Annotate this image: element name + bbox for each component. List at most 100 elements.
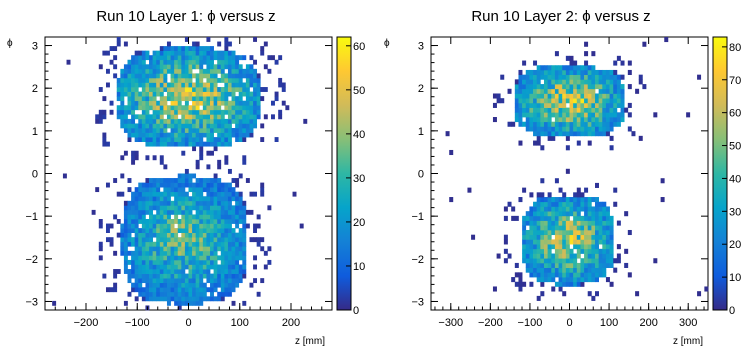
heatmap-cell xyxy=(192,91,197,97)
heatmap-cell xyxy=(587,140,592,146)
heatmap-cell xyxy=(697,291,702,297)
heatmap-cell xyxy=(235,109,240,115)
heatmap-cell xyxy=(181,64,186,70)
heatmap-cell xyxy=(627,229,632,236)
heatmap-cell xyxy=(206,219,211,224)
heatmap-cell xyxy=(231,59,236,65)
heatmap-cell xyxy=(138,273,143,279)
heatmap-cell xyxy=(184,200,189,206)
heatmap-cell xyxy=(123,118,128,124)
heatmap-cell xyxy=(558,79,563,85)
heatmap-cell xyxy=(584,69,589,76)
heatmap-cell xyxy=(138,264,143,270)
heatmap-cell xyxy=(543,201,548,207)
heatmap-cell xyxy=(558,126,563,132)
heatmap-cell xyxy=(134,155,139,161)
heatmap-cell xyxy=(127,187,132,193)
heatmap-cell xyxy=(210,223,214,229)
heatmap-cell xyxy=(514,117,519,123)
heatmap-cell xyxy=(591,112,596,118)
heatmap-cell xyxy=(547,211,552,217)
heatmap-cell xyxy=(145,50,150,56)
heatmap-cell xyxy=(199,123,204,129)
heatmap-cell xyxy=(522,102,527,108)
heatmap-cell xyxy=(188,209,193,215)
heatmap-cell xyxy=(224,118,229,124)
heatmap-cell xyxy=(163,214,168,220)
heatmap-cell xyxy=(134,187,139,193)
heatmap-cell xyxy=(192,191,197,197)
heatmap-cell xyxy=(525,229,530,236)
heatmap-cell xyxy=(224,132,229,138)
heatmap-cell xyxy=(120,91,125,97)
heatmap-cell xyxy=(120,232,125,238)
heatmap-cell xyxy=(141,100,146,106)
heatmap-cell xyxy=(192,250,197,256)
heatmap-cell xyxy=(554,102,559,108)
heatmap-cell xyxy=(159,118,164,124)
heatmap-cell xyxy=(227,132,232,138)
heatmap-cell xyxy=(174,64,179,70)
heatmap-cell xyxy=(202,82,207,88)
heatmap-cell xyxy=(260,123,265,129)
heatmap-cell xyxy=(245,123,250,129)
heatmap-cell xyxy=(256,109,261,115)
heatmap-cell xyxy=(202,123,207,129)
heatmap-cell xyxy=(163,128,168,133)
heatmap-cell xyxy=(149,278,153,284)
heatmap-cell xyxy=(131,241,136,247)
heatmap-cell xyxy=(166,137,171,142)
heatmap-cell xyxy=(503,248,508,254)
heatmap-cell xyxy=(123,73,128,79)
heatmap-cell xyxy=(220,196,225,202)
heatmap-cell xyxy=(609,239,614,245)
heatmap-cell xyxy=(174,91,179,97)
heatmap-cell xyxy=(595,84,599,90)
heatmap-cell xyxy=(605,74,610,80)
heatmap-cell xyxy=(152,269,157,274)
heatmap-cell xyxy=(116,269,121,274)
heatmap-cell xyxy=(242,100,247,106)
heatmap-cell xyxy=(224,264,229,270)
heatmap-cell xyxy=(141,132,146,138)
heatmap-cell xyxy=(547,192,552,198)
heatmap-cell xyxy=(202,246,207,252)
heatmap-cell xyxy=(202,96,207,102)
heatmap-cell xyxy=(235,100,240,106)
heatmap-cell xyxy=(127,223,132,229)
heatmap-cell xyxy=(181,132,186,138)
heatmap-cell xyxy=(598,107,603,113)
heatmap-cell xyxy=(199,141,204,147)
heatmap-cell xyxy=(202,269,207,274)
heatmap-cell xyxy=(587,126,592,132)
heatmap-cell xyxy=(149,87,153,92)
heatmap-cell xyxy=(131,269,136,274)
heatmap-cell xyxy=(184,46,189,51)
heatmap-cell xyxy=(536,131,541,137)
heatmap-cell xyxy=(580,201,585,207)
heatmap-cell xyxy=(540,98,545,104)
heatmap-cell xyxy=(543,65,548,71)
heatmap-cell xyxy=(109,59,114,65)
heatmap-cell xyxy=(245,87,250,92)
heatmap-cell xyxy=(573,267,578,273)
heatmap-cell xyxy=(188,123,193,129)
heatmap-cell xyxy=(562,291,567,297)
heatmap-cell xyxy=(249,91,254,97)
heatmap-cell xyxy=(141,191,146,197)
heatmap-cell xyxy=(525,239,530,245)
heatmap-cell xyxy=(206,214,211,220)
heatmap-cell xyxy=(166,123,171,129)
heatmap-cell xyxy=(199,214,204,220)
heatmap-cell xyxy=(109,287,114,293)
heatmap-cell xyxy=(595,244,599,250)
heatmap-cell xyxy=(206,100,211,106)
heatmap-cell xyxy=(536,117,541,123)
heatmap-cell xyxy=(533,211,538,217)
heatmap-cell xyxy=(184,196,189,202)
heatmap-cell xyxy=(141,187,146,193)
heatmap-cell xyxy=(543,131,548,137)
heatmap-cell xyxy=(518,286,523,292)
heatmap-cell xyxy=(174,100,179,106)
heatmap-cell xyxy=(562,69,567,76)
